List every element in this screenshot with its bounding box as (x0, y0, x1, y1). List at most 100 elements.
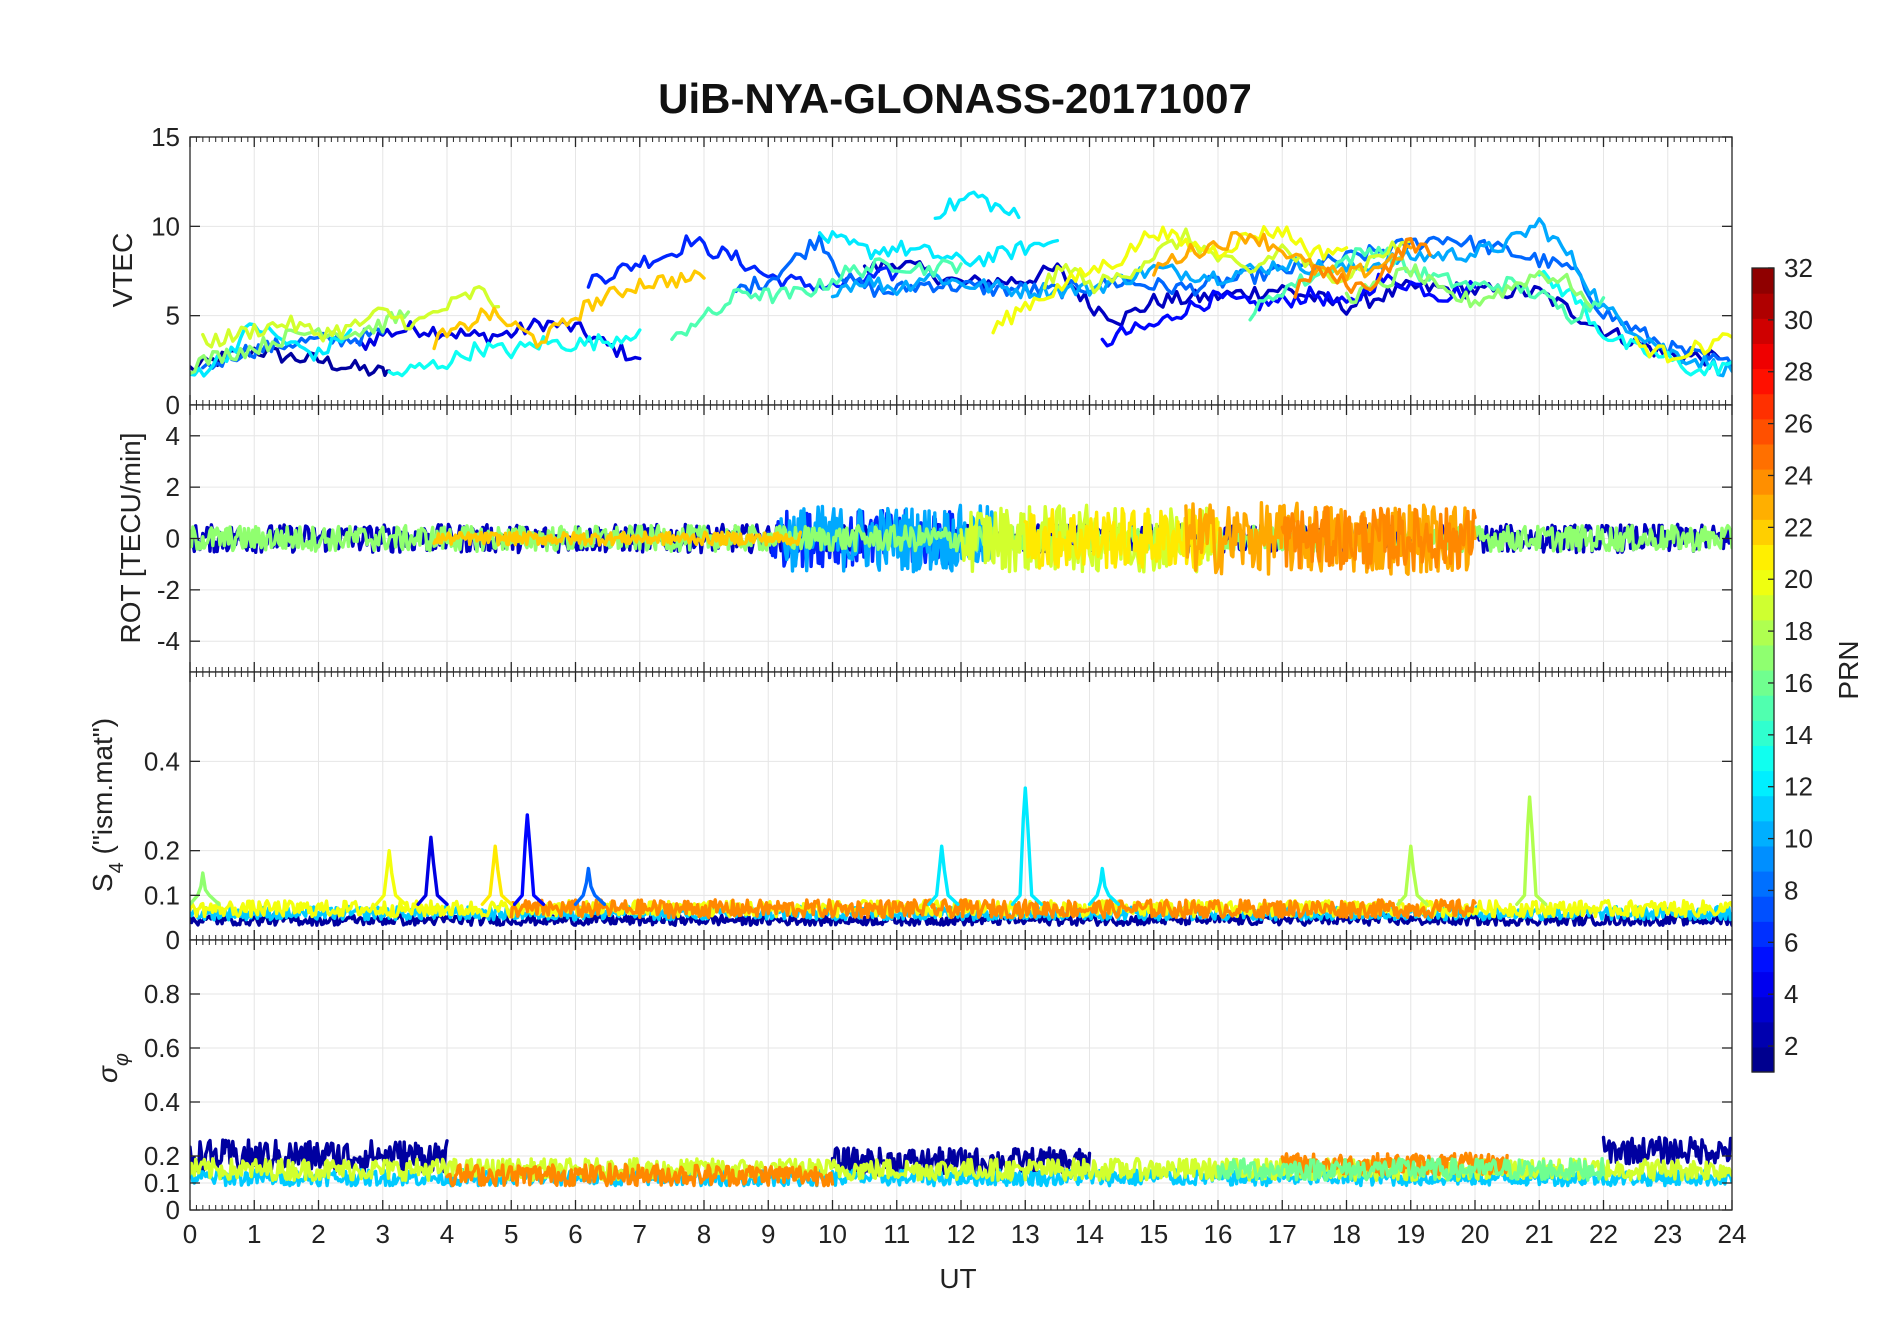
rot-y-tick-label: 4 (166, 421, 180, 451)
s4-spike-prn-12 (1010, 786, 1044, 906)
colorbar-segment (1752, 695, 1774, 721)
colorbar-tick-label: 20 (1784, 564, 1813, 594)
vtec-series-prn-17 (190, 309, 411, 376)
colorbar-segment (1752, 720, 1774, 746)
s4-y-tick-label: 0 (166, 925, 180, 955)
vtec-series-prn-19 (1042, 227, 1413, 295)
x-tick-label: 23 (1653, 1219, 1682, 1249)
x-tick-label: 7 (633, 1219, 647, 1249)
vtec-series-prn-24 (1293, 236, 1432, 299)
sigma_phi-y-tick-label: 0.8 (144, 979, 180, 1009)
sigma_phi-series-prn-24 (445, 1162, 835, 1188)
x-tick-label: 10 (818, 1219, 847, 1249)
colorbar-tick-label: 6 (1784, 927, 1798, 957)
colorbar-tick-label: 8 (1784, 875, 1798, 905)
colorbar-segment (1752, 519, 1774, 545)
colorbar-segment (1752, 343, 1774, 370)
colorbar-segment (1752, 268, 1774, 294)
colorbar-segment (1752, 469, 1774, 495)
colorbar-tick-label: 26 (1784, 409, 1813, 439)
vtec-series-prn-20 (1633, 332, 1732, 364)
colorbar-segment (1752, 770, 1774, 797)
rot-series-group (190, 501, 1732, 576)
rot-series-prn-22 (432, 530, 803, 547)
colorbar-tick-label: 28 (1784, 357, 1813, 387)
vtec-y-tick-label: 15 (151, 122, 180, 152)
x-axis-label: UT (939, 1263, 976, 1294)
sigma_phi-series-prn-2 (1601, 1135, 1732, 1166)
s4-y-tick-label: 0.1 (144, 880, 180, 910)
colorbar-segment (1752, 644, 1774, 671)
vtec-axis-label: VTEC (107, 233, 138, 308)
x-tick-label: 6 (568, 1219, 582, 1249)
x-tick-label: 2 (311, 1219, 325, 1249)
x-tick-label: 12 (947, 1219, 976, 1249)
x-tick-label: 21 (1525, 1219, 1554, 1249)
colorbar-segment (1752, 318, 1774, 344)
colorbar-segment (1752, 845, 1774, 872)
vtec-panel: 0 5 10 15 (151, 122, 1733, 420)
s4-spike-prn-5 (512, 813, 546, 906)
rot-y-tick-label: -4 (157, 626, 180, 656)
chart-title: UiB-NYA-GLONASS-20171007 (658, 75, 1252, 122)
sigma_phi-y-tick-label: 0.4 (144, 1087, 180, 1117)
colorbar-tick-label: 18 (1784, 616, 1813, 646)
x-tick-label: 4 (440, 1219, 454, 1249)
rot-series-prn-24 (1280, 506, 1477, 571)
s4-spike-prn-12 (927, 844, 960, 906)
sigma_phi-y-tick-label: 0 (166, 1195, 180, 1225)
colorbar-segment (1752, 795, 1774, 822)
s4-axis-label: S4 ("ism.mat") (87, 718, 128, 892)
x-tick-label: 1 (247, 1219, 261, 1249)
vtec-y-tick-label: 10 (151, 211, 180, 241)
colorbar-segment (1752, 443, 1774, 470)
x-tick-label: 17 (1268, 1219, 1297, 1249)
colorbar-label: PRN (1833, 640, 1864, 699)
colorbar-segment (1752, 619, 1774, 646)
colorbar-tick-label: 24 (1784, 460, 1813, 490)
s4-series-group (190, 786, 1732, 927)
vtec-series-prn-12 (933, 190, 1021, 221)
s4-spike-prn-18 (1515, 795, 1548, 906)
s4-spike-prn-12 (1087, 866, 1121, 906)
vtec-series-prn-4 (355, 317, 642, 362)
colorbar-segment (1752, 946, 1774, 973)
s4-spike-prn-18 (1396, 844, 1429, 906)
colorbar-segment (1752, 544, 1774, 571)
vtec-series-prn-12 (190, 322, 353, 378)
colorbar-segment (1752, 896, 1774, 922)
sigma_phi-y-tick-label: 0.2 (144, 1141, 180, 1171)
colorbar-segment (1752, 594, 1774, 621)
s4-spike-prn-4 (416, 835, 449, 906)
colorbar-tick-label: 32 (1784, 253, 1813, 283)
vtec-y-tick-label: 0 (166, 390, 180, 420)
x-tick-label: 9 (761, 1219, 775, 1249)
colorbar-segment (1752, 820, 1774, 847)
x-tick-label: 18 (1332, 1219, 1361, 1249)
vtec-series-group (190, 190, 1732, 378)
colorbar-segment (1752, 871, 1774, 897)
colorbar-tick-label: 30 (1784, 305, 1813, 335)
colorbar-segment (1752, 569, 1774, 596)
rot-panel: -4 -2 0 2 4 (157, 404, 1733, 673)
s4-y-tick-label: 0.4 (144, 746, 180, 776)
sigma-phi-panel: 00.10.2 0.4 0.6 0.8 (144, 939, 1733, 1225)
x-tick-label: 20 (1461, 1219, 1490, 1249)
colorbar-segment (1752, 996, 1774, 1023)
vtec-series-prn-22 (432, 269, 706, 351)
s4-panel: 0 0.1 0.2 0.4 (144, 671, 1733, 955)
colorbar-segment (1752, 971, 1774, 998)
s4-spike-prn-21 (480, 844, 513, 906)
sigma_phi-series-prn-16 (1216, 1156, 1606, 1182)
colorbar-frame (1751, 267, 1775, 1073)
colorbar-tick-label: 12 (1784, 772, 1813, 802)
x-tick-label: 3 (376, 1219, 390, 1249)
colorbar-tick-label: 22 (1784, 512, 1813, 542)
colorbar-tick-label: 14 (1784, 720, 1813, 750)
x-tick-label: 0 (183, 1219, 197, 1249)
vtec-series-prn-5 (1100, 272, 1477, 348)
x-tick-label: 13 (1011, 1219, 1040, 1249)
rot-y-tick-label: 2 (166, 472, 180, 502)
colorbar-tick-label: 4 (1784, 979, 1798, 1009)
